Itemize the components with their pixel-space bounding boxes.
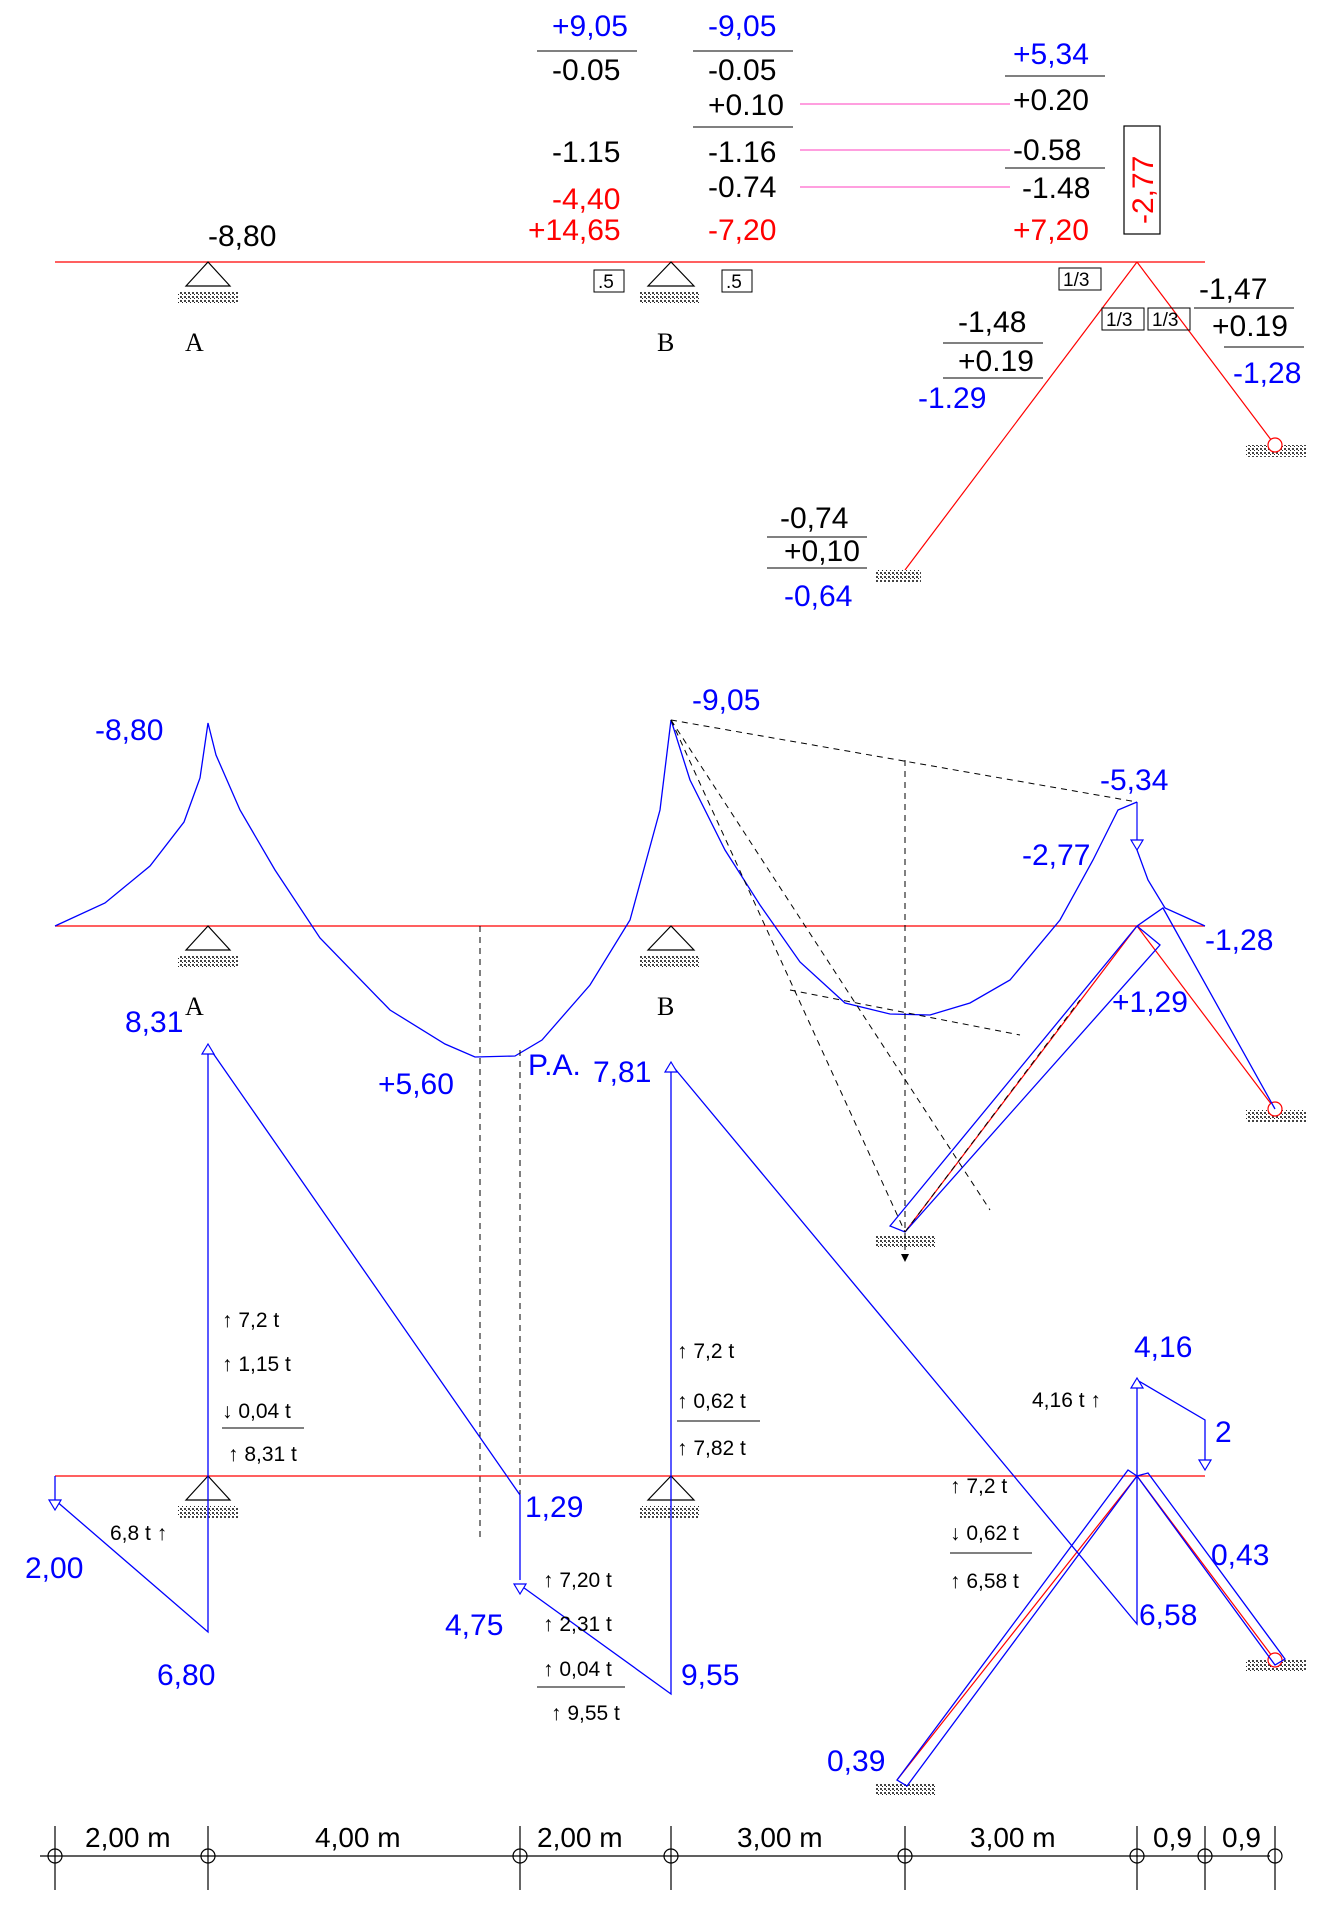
shear-v8: 4,16	[1134, 1331, 1192, 1364]
factor-c-col2: 1/3	[1152, 310, 1178, 331]
moment-curve	[54, 719, 1138, 1058]
dim-1: 2,00 m	[85, 1822, 171, 1853]
col2-top-res: -1,28	[1233, 357, 1301, 390]
rb-right-1: ↑ 7,2 t	[677, 1340, 734, 1363]
section-distribution: A B -8,80 +9,05 -0.05 -1.15 -4,40 +14,65…	[55, 10, 1306, 613]
ra-2: ↑ 1,15 t	[222, 1353, 291, 1376]
column-2	[1136, 261, 1276, 446]
col2-top-r1: -1,47	[1199, 273, 1267, 306]
boxed-value	[1123, 125, 1161, 235]
shear-v2: 2,00	[25, 1552, 83, 1585]
rc-2: ↓ 0,62 t	[950, 1522, 1019, 1545]
rb-left-2: ↑ 2,31 t	[543, 1613, 612, 1636]
support-label-b: B	[657, 328, 674, 357]
factor-c-col1: 1/3	[1106, 310, 1132, 331]
rb-left-1: ↑ 7,20 t	[543, 1569, 612, 1592]
factor-b-left: .5	[598, 272, 614, 293]
fixed-base-1	[875, 570, 921, 582]
dimension-line: 2,00 m 4,00 m 2,00 m 3,00 m 3,00 m 0,9 0…	[40, 1822, 1283, 1890]
shear-v7: 9,55	[681, 1659, 739, 1692]
support-b-3	[640, 1475, 700, 1518]
ra-3: ↓ 0,04 t	[222, 1400, 291, 1423]
b-right-red: -7,20	[708, 214, 776, 247]
rc-3: ↑ 6,58 t	[950, 1570, 1019, 1593]
ra-4: ↑ 8,31 t	[228, 1443, 297, 1466]
shear-v9: 2	[1215, 1416, 1232, 1449]
ra-left: 6,8 t ↑	[110, 1522, 167, 1545]
b-left-carry: -0.05	[552, 54, 620, 87]
mom-c: -5,34	[1100, 764, 1168, 797]
col1-top-r1: -1,48	[958, 306, 1026, 339]
mom-c-beam: -2,77	[1022, 839, 1090, 872]
shear-v10: 0,43	[1211, 1539, 1269, 1572]
mom-b: -9,05	[692, 684, 760, 717]
support-a-2	[178, 925, 238, 968]
dim-5: 3,00 m	[970, 1822, 1056, 1853]
mom-col1: +1,29	[1112, 986, 1188, 1019]
col1-bot-r1: -0,74	[780, 502, 848, 535]
shear-v1: 8,31	[125, 1006, 183, 1039]
mom-pa: P.A.	[528, 1049, 581, 1082]
column-1	[904, 261, 1138, 571]
dim-4: 3,00 m	[737, 1822, 823, 1853]
hinge-2	[1267, 437, 1283, 453]
rc-1: ↑ 7,2 t	[950, 1475, 1007, 1498]
b-right-r1: -0.05	[708, 54, 776, 87]
shear-v4: 1,29	[525, 1491, 583, 1524]
b-left-red2: +14,65	[528, 214, 621, 247]
b-left-top: +9,05	[552, 10, 628, 43]
support-b	[640, 261, 700, 304]
support-a	[178, 261, 238, 304]
shear-v12: 0,39	[827, 1745, 885, 1778]
factor-b-right: .5	[726, 272, 742, 293]
c-r1: +0.20	[1013, 84, 1089, 117]
dim-7: 0,9	[1222, 1822, 1261, 1853]
b-left-red1: -4,40	[552, 183, 620, 216]
col1-top-res: -1.29	[918, 382, 986, 415]
rb-left-3: ↑ 0,04 t	[543, 1658, 612, 1681]
moment-a: -8,80	[208, 220, 276, 253]
mom-span: +5,60	[378, 1068, 454, 1101]
section-shear-diagram: 8,31 2,00 6,80 1,29 4,75 7,81 9,55 4,16 …	[25, 1006, 1306, 1796]
c-r2: -0.58	[1013, 134, 1081, 167]
b-right-r4: -0.74	[708, 171, 776, 204]
shear-v6: 7,81	[593, 1056, 651, 1089]
shear-v11: 6,58	[1139, 1599, 1197, 1632]
support-label-a-2: A	[185, 992, 204, 1021]
c-r3: -1.48	[1022, 172, 1090, 205]
support-b-2	[640, 925, 700, 968]
b-right-r2: +0.10	[708, 89, 784, 122]
col1-bot-res: -0,64	[784, 580, 852, 613]
b-right-top: -9,05	[708, 10, 776, 43]
dim-2: 4,00 m	[315, 1822, 401, 1853]
c-red: +7,20	[1013, 214, 1089, 247]
col1-top-r2: +0.19	[958, 345, 1034, 378]
dim-3: 2,00 m	[537, 1822, 623, 1853]
mom-col2: -1,28	[1205, 924, 1273, 957]
rc-top: 4,16 t ↑	[1032, 1389, 1101, 1412]
support-label-b-2: B	[657, 992, 674, 1021]
c-top: +5,34	[1013, 38, 1089, 71]
boxed-value-text: -2,77	[1127, 156, 1160, 224]
rb-right-3: ↑ 7,82 t	[677, 1437, 746, 1460]
rb-right-2: ↑ 0,62 t	[677, 1390, 746, 1413]
support-label-a: A	[185, 328, 204, 357]
b-left-mid: -1.15	[552, 136, 620, 169]
ra-1: ↑ 7,2 t	[222, 1309, 279, 1332]
shear-v3: 6,80	[157, 1659, 215, 1692]
mom-a: -8,80	[95, 714, 163, 747]
dim-6: 0,9	[1153, 1822, 1192, 1853]
factor-c-beam: 1/3	[1063, 270, 1089, 291]
col1-bot-r2: +0,10	[784, 535, 860, 568]
rb-left-4: ↑ 9,55 t	[551, 1702, 620, 1725]
shear-v5: 4,75	[445, 1609, 503, 1642]
section-moment-diagram: A B -8,80 -9,05 -5,34	[54, 684, 1306, 1537]
col2-top-r2: +0.19	[1212, 310, 1288, 343]
b-right-r3: -1.16	[708, 136, 776, 169]
